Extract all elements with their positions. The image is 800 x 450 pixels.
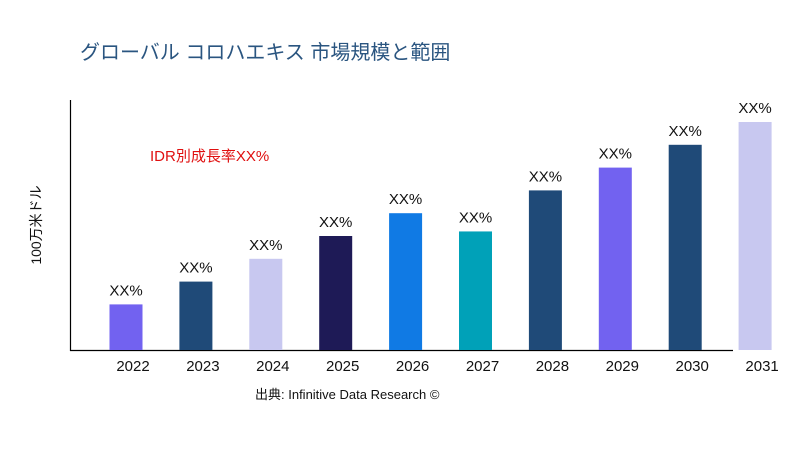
source-note: 出典: Infinitive Data Research © <box>255 387 440 402</box>
bar-2028 <box>528 190 562 350</box>
bar-2031 <box>738 122 772 350</box>
bar-2030 <box>668 144 702 350</box>
bar-2026 <box>389 213 423 350</box>
y-axis-label: 100万米ドル <box>28 185 44 264</box>
x-tick-2027: 2027 <box>466 358 499 375</box>
data-label-2029: XX% <box>599 146 632 163</box>
x-tick-2028: 2028 <box>536 358 569 375</box>
chart-title: グローバル コロハエキス 市場規模と範囲 <box>80 41 450 64</box>
x-tick-2022: 2022 <box>116 358 149 375</box>
bar-2022 <box>109 304 143 350</box>
growth-annotation: IDR別成長率XX% <box>150 148 269 165</box>
data-label-2024: XX% <box>249 237 282 254</box>
x-tick-2026: 2026 <box>396 358 429 375</box>
x-tick-2031: 2031 <box>745 358 778 375</box>
data-label-2028: XX% <box>529 168 562 185</box>
bar-2024 <box>249 258 283 350</box>
data-label-2023: XX% <box>179 260 212 277</box>
x-tick-2025: 2025 <box>326 358 359 375</box>
data-label-2031: XX% <box>738 100 771 117</box>
x-tick-2029: 2029 <box>606 358 639 375</box>
bar-2025 <box>319 236 353 350</box>
bar-2027 <box>459 231 492 350</box>
bar-2023 <box>179 281 213 350</box>
data-label-2022: XX% <box>109 282 142 299</box>
x-tick-2023: 2023 <box>186 358 219 375</box>
x-tick-2030: 2030 <box>676 358 709 375</box>
bar-2029 <box>598 167 632 350</box>
x-tick-2024: 2024 <box>256 358 289 375</box>
data-label-2030: XX% <box>669 123 702 140</box>
data-label-2025: XX% <box>319 214 352 231</box>
data-label-2027: XX% <box>459 209 492 226</box>
data-label-2026: XX% <box>389 191 422 208</box>
